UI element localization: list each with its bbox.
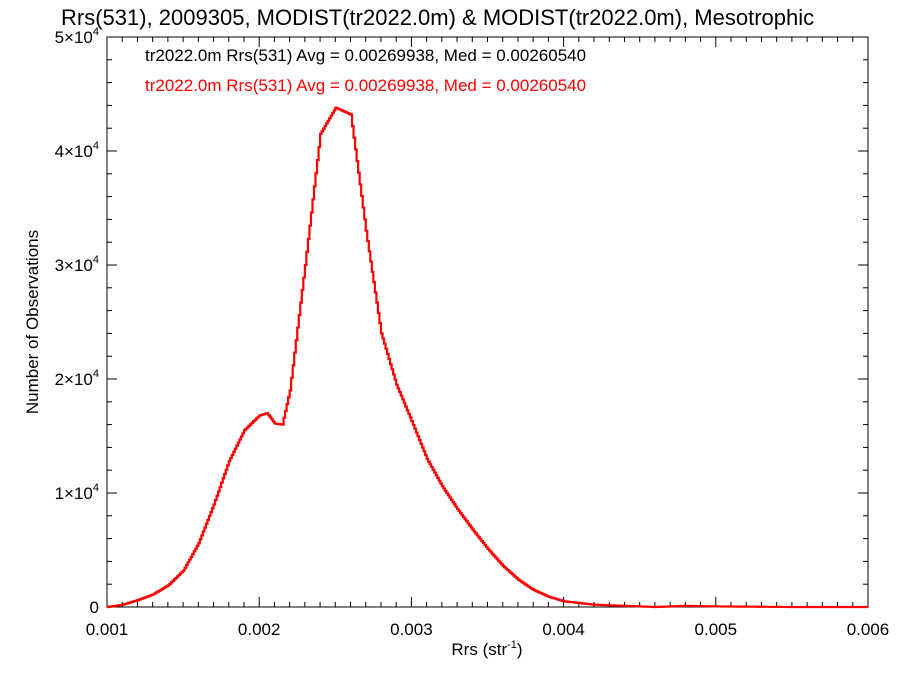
x-tick-label: 0.003 [390, 620, 433, 639]
series-line [107, 106, 868, 609]
x-tick-label: 0.002 [238, 620, 281, 639]
y-tick-label: 5×104 [55, 26, 99, 47]
x-axis: 0.001 0.002 0.003 0.004 0.005 0.006 [86, 37, 890, 639]
legend-entry-2: tr2022.0m Rrs(531) Avg = 0.00269938, Med… [145, 76, 586, 95]
y-tick-label: 4×104 [55, 140, 99, 161]
plot-frame [106, 36, 869, 608]
x-tick-label: 0.001 [86, 620, 129, 639]
y-tick-label: 1×104 [55, 482, 99, 503]
y-axis: 0 1×104 2×104 3×104 4×104 5×104 [55, 26, 868, 617]
x-axis-label: Rrs (str-1) [451, 639, 522, 659]
series-layer [107, 106, 868, 609]
y-tick-label: 2×104 [55, 368, 99, 389]
y-tick-label: 0 [90, 598, 99, 617]
x-tick-label: 0.006 [847, 620, 890, 639]
x-tick-label: 0.005 [695, 620, 738, 639]
chart-title: Rrs(531), 2009305, MODIST(tr2022.0m) & M… [61, 5, 814, 30]
y-tick-label: 3×104 [55, 254, 99, 275]
y-axis-label: Number of Observations [23, 230, 42, 414]
x-tick-label: 0.004 [542, 620, 585, 639]
legend-entry-1: tr2022.0m Rrs(531) Avg = 0.00269938, Med… [145, 46, 586, 65]
